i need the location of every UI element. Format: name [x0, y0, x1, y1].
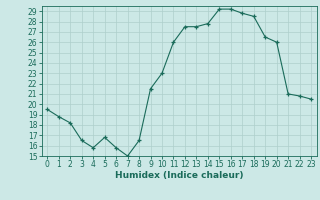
X-axis label: Humidex (Indice chaleur): Humidex (Indice chaleur): [115, 171, 244, 180]
